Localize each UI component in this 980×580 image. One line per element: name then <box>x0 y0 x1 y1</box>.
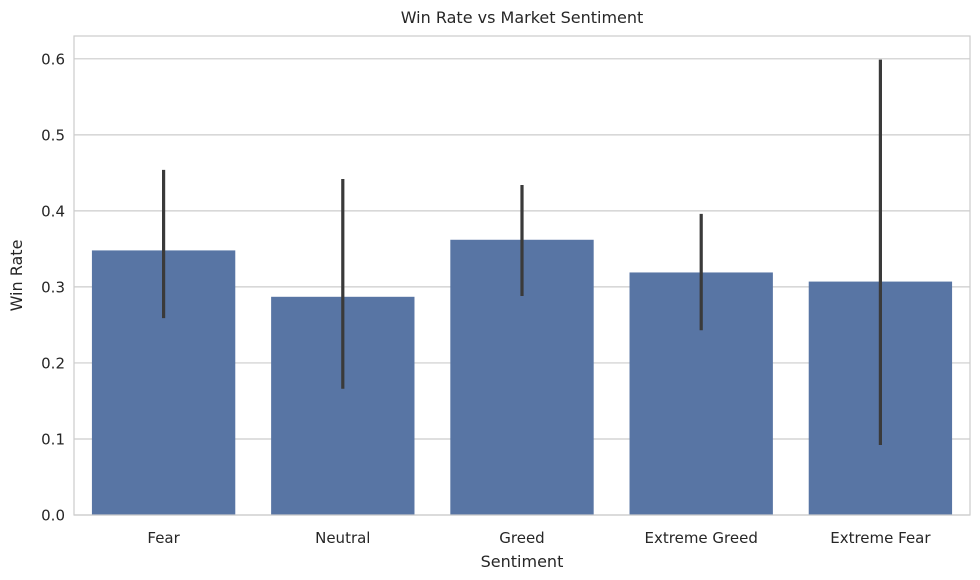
y-tick-labels: 0.0 0.1 0.2 0.3 0.4 0.5 0.6 <box>41 50 65 524</box>
chart-title: Win Rate vs Market Sentiment <box>401 8 644 27</box>
y-tick-label: 0.0 <box>41 507 65 525</box>
y-tick-label: 0.6 <box>41 50 65 68</box>
x-tick-label: Extreme Greed <box>645 529 758 547</box>
error-bars <box>162 59 883 446</box>
x-axis-label: Sentiment <box>481 552 564 571</box>
y-tick-label: 0.3 <box>41 278 65 296</box>
x-tick-label: Greed <box>499 529 544 547</box>
y-tick-label: 0.2 <box>41 354 65 372</box>
x-tick-label: Fear <box>147 529 180 547</box>
y-tick-label: 0.1 <box>41 430 65 448</box>
x-tick-label: Neutral <box>315 529 370 547</box>
y-tick-label: 0.5 <box>41 126 65 144</box>
y-axis-label: Win Rate <box>7 240 26 312</box>
plot-frame <box>73 35 971 516</box>
x-tick-labels: Fear Neutral Greed Extreme Greed Extreme Fea… <box>147 529 931 547</box>
y-tick-label: 0.4 <box>41 202 65 220</box>
x-tick-label: Extreme Fear <box>830 529 931 547</box>
